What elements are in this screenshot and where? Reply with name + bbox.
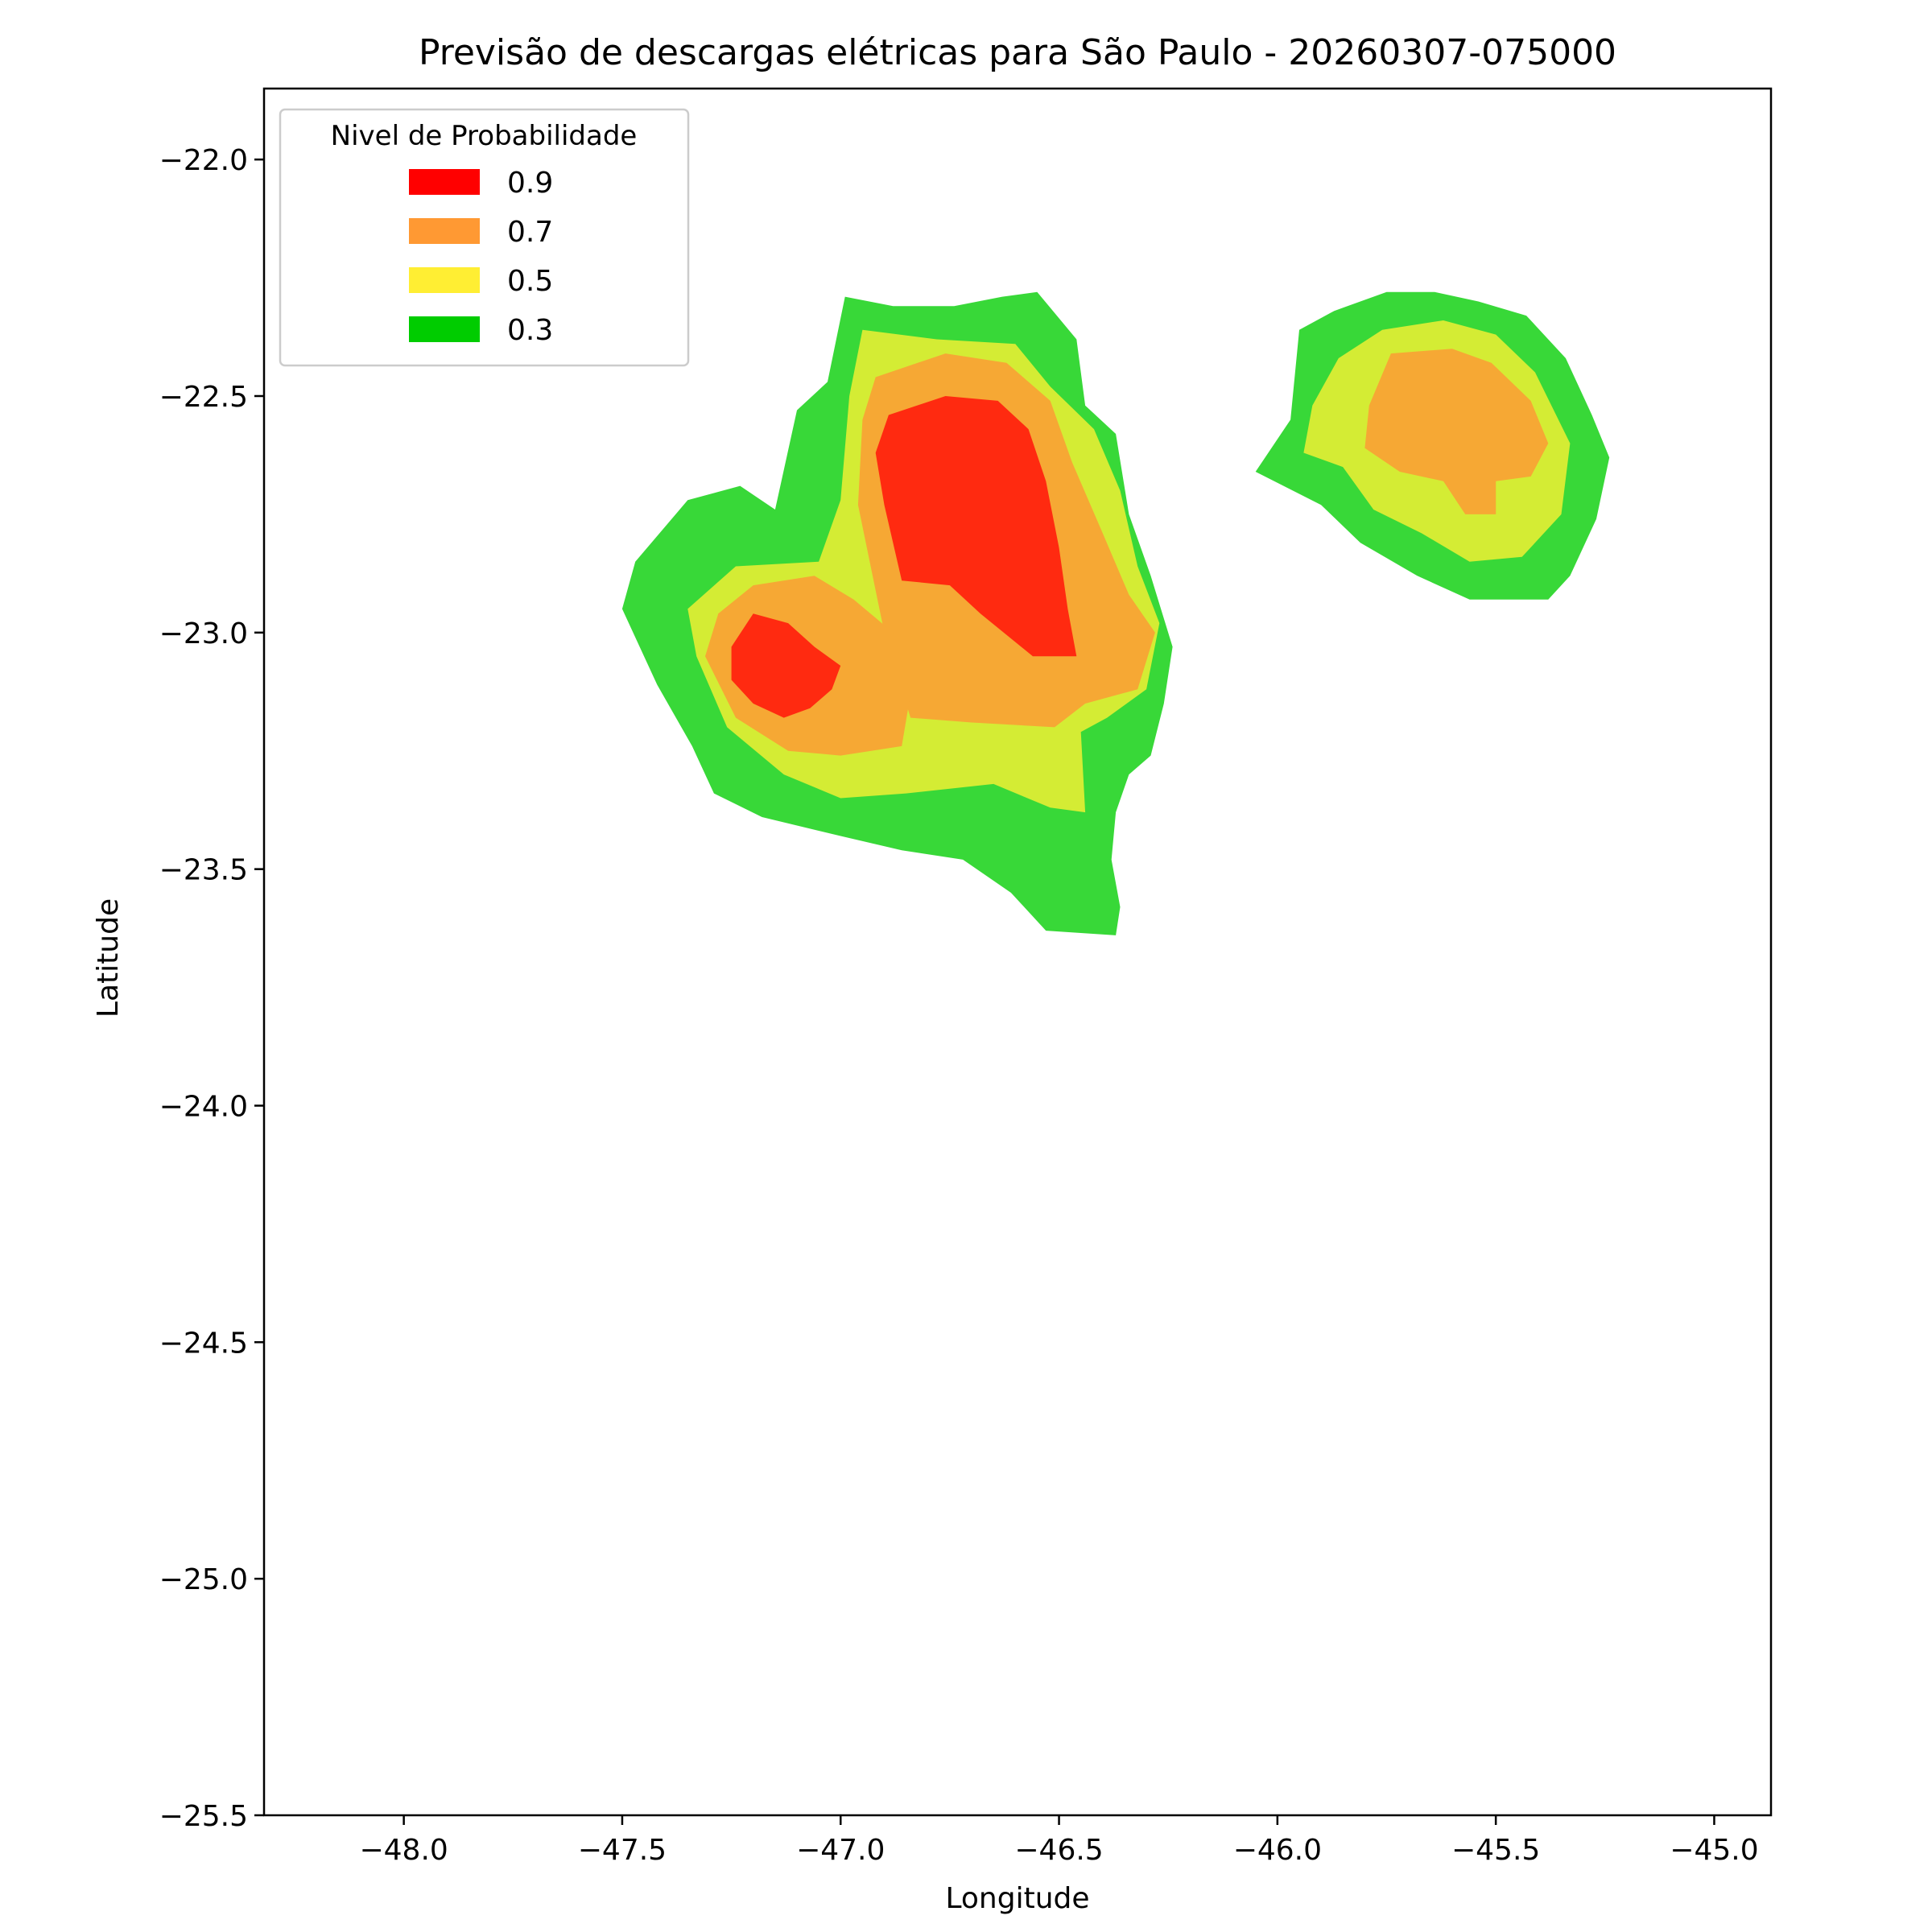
legend-label-09: 0.9 [507, 167, 553, 200]
legend-title: Nivel de Probabilidade [331, 120, 638, 152]
legend-box [279, 108, 690, 367]
plot-frame [262, 87, 1773, 1817]
y-tick-label: −23.0 [159, 617, 248, 650]
x-tick-label: −45.0 [1670, 1834, 1758, 1867]
y-tick-label: −23.5 [159, 854, 248, 887]
legend-swatch-09 [409, 169, 480, 195]
x-axis-label: Longitude [945, 1882, 1089, 1915]
x-tick-label: −46.5 [1014, 1834, 1103, 1867]
y-tick-label: −25.0 [159, 1563, 248, 1596]
x-tick-label: −47.5 [578, 1834, 667, 1867]
x-axis: −48.0 −47.5 −47.0 −46.5 −46.0 −45.5 −45.0 [359, 1815, 1759, 1867]
legend-label-03: 0.3 [507, 314, 553, 347]
chart-title: Previsão de descargas elétricas para São… [419, 32, 1616, 73]
legend-label-07: 0.7 [507, 216, 553, 249]
plot-regions [621, 291, 1610, 935]
legend-swatch-05 [409, 267, 480, 293]
region-09-southwest-cell-8 [731, 613, 841, 718]
x-tick-label: −45.5 [1451, 1834, 1540, 1867]
legend-swatch-07 [409, 218, 480, 244]
legend-entries: 0.9 0.7 0.5 0.3 [409, 167, 553, 347]
y-axis-label: Latitude [92, 898, 125, 1018]
legend-swatch-03 [409, 316, 480, 342]
y-tick-label: −22.5 [159, 381, 248, 414]
x-tick-label: −47.0 [796, 1834, 885, 1867]
region-07-east-cell-6 [1364, 349, 1549, 514]
legend: Nivel de Probabilidade 0.9 0.7 0.5 0.3 [279, 108, 690, 367]
y-axis: −22.0 −22.5 −23.0 −23.5 −24.0 −24.5 −25.0 −25.5 [159, 144, 264, 1833]
region-09-main-cell-7 [875, 396, 1077, 657]
legend-label-05: 0.5 [507, 265, 553, 298]
y-tick-label: −25.5 [159, 1800, 248, 1833]
x-tick-label: −46.0 [1233, 1834, 1322, 1867]
y-tick-label: −24.5 [159, 1327, 248, 1360]
y-tick-label: −22.0 [159, 144, 248, 177]
y-tick-label: −24.0 [159, 1090, 248, 1123]
x-tick-label: −48.0 [359, 1834, 448, 1867]
